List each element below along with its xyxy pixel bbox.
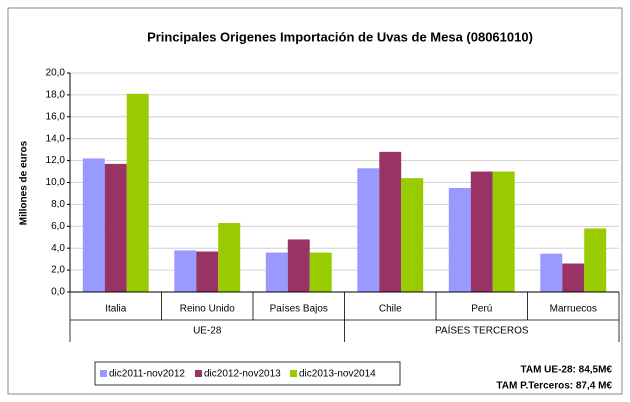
legend-swatch [195,370,202,377]
bar [470,171,493,292]
bar [562,263,585,292]
y-tick-label: 20,0 [46,68,66,79]
legend-label: dic2011-nov2012 [109,369,185,380]
bar [309,252,332,292]
bar [584,228,607,292]
legend-swatch [100,370,107,377]
group-label: UE-28 [193,326,222,337]
legend-swatch [290,370,297,377]
bar [265,252,288,292]
x-tick-label: Marruecos [550,304,597,315]
bar [82,158,105,292]
x-tick-label: Países Bajos [270,304,328,315]
bar [196,251,219,292]
y-tick-label: 2,0 [51,265,65,276]
x-tick-label: Italia [105,304,127,315]
y-tick-label: 10,0 [46,177,66,188]
bar [540,253,563,292]
bar [379,151,402,292]
bar [218,223,241,292]
x-tick-label: Reino Unido [180,304,235,315]
legend-box [94,361,401,386]
x-tick-label: Perú [471,304,492,315]
y-tick-label: 18,0 [46,90,66,101]
y-tick-label: 12,0 [46,155,66,166]
bar [401,178,424,292]
bar [357,168,380,292]
bar [448,187,471,292]
bar [492,171,515,292]
x-tick-label: Chile [379,304,402,315]
bar [287,239,310,292]
y-tick-label: 0,0 [51,287,65,298]
annotation: TAM UE-28: 84,5M€ [520,365,612,376]
annotation: TAM P.Terceros: 87,4 M€ [496,381,612,392]
legend-label: dic2013-nov2014 [299,369,376,380]
y-tick-label: 6,0 [51,221,65,232]
y-axis-label: Millones de euros [19,140,30,225]
bar [174,250,197,292]
y-tick-label: 16,0 [46,111,66,122]
bar [126,93,149,293]
y-tick-label: 4,0 [51,243,65,254]
group-label: PAÍSES TERCEROS [435,324,529,337]
y-tick-label: 14,0 [46,133,66,144]
chart-title: Principales Origenes Importación de Uvas… [147,29,533,44]
y-tick-label: 8,0 [51,199,65,210]
bar [104,163,127,292]
legend-label: dic2012-nov2013 [204,369,281,380]
